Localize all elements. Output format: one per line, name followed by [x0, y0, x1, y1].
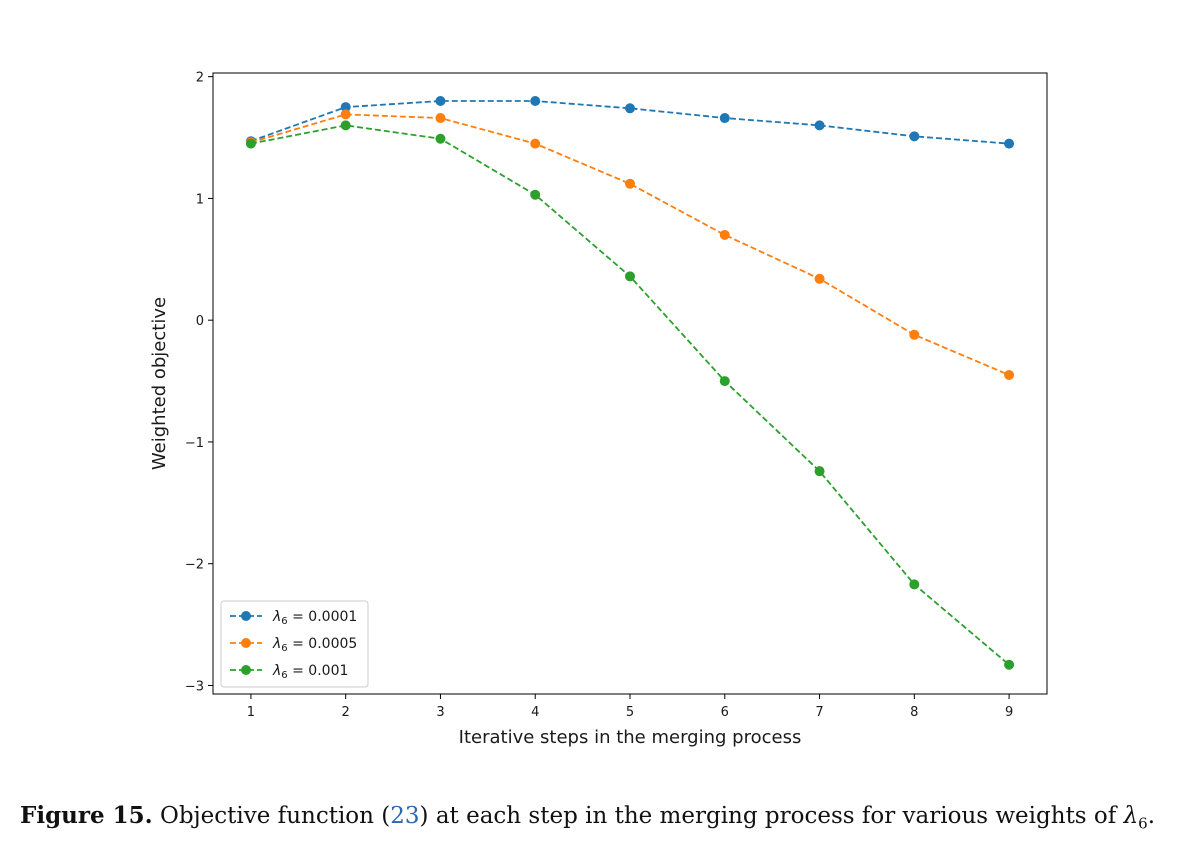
x-tick-label: 6 [721, 705, 729, 720]
data-point [530, 189, 541, 200]
series-line-3 [250, 124, 1010, 666]
figure-label: Figure 15. [20, 802, 153, 829]
data-point [814, 120, 825, 131]
data-point [435, 113, 446, 124]
legend-label: λ6 = 0.001 [272, 663, 348, 681]
legend-label: λ6 = 0.0005 [272, 636, 357, 654]
data-point [625, 103, 635, 114]
caption-text-after: ) at each step in the merging process fo… [419, 803, 1124, 829]
caption-lambda-subscript: 6 [1138, 814, 1148, 833]
x-tick-label: 1 [247, 705, 255, 720]
data-point [245, 138, 256, 149]
y-axis-label: Weighted objective [149, 297, 170, 470]
series-line-2 [250, 113, 1010, 376]
data-point [625, 178, 635, 189]
x-tick-label: 4 [531, 705, 539, 720]
data-point [814, 466, 825, 477]
figure-caption: Figure 15. Objective function (23) at ea… [20, 802, 1180, 833]
data-point [340, 102, 351, 113]
y-tick-label: 1 [196, 192, 204, 207]
data-point [1004, 369, 1015, 380]
data-point [435, 96, 446, 107]
data-point [340, 109, 351, 120]
data-point [530, 96, 541, 107]
y-tick-label: −3 [185, 679, 204, 694]
data-point [530, 138, 541, 149]
legend-box [220, 600, 369, 688]
x-tick-label: 3 [436, 705, 444, 720]
data-point [909, 131, 920, 142]
data-point [1004, 659, 1015, 670]
legend-marker [241, 611, 251, 621]
data-point [719, 113, 730, 124]
x-tick-label: 5 [626, 705, 634, 720]
y-tick-label: 2 [196, 71, 204, 86]
y-tick-label: −1 [185, 436, 204, 451]
legend-marker [241, 665, 251, 675]
legend-label: λ6 = 0.0001 [272, 609, 357, 627]
x-tick-label: 9 [1005, 705, 1013, 720]
data-point [814, 273, 825, 284]
data-point [625, 271, 635, 282]
x-tick-label: 8 [910, 705, 918, 720]
caption-text-before: Objective function ( [152, 803, 391, 829]
data-point [340, 120, 351, 131]
data-point [435, 133, 446, 144]
x-tick-label: 7 [815, 705, 823, 720]
x-tick-label: 2 [342, 705, 350, 720]
y-tick-label: 0 [196, 314, 204, 329]
x-axis-label: Iterative steps in the merging process [459, 727, 802, 748]
data-point [909, 579, 920, 590]
legend-marker [241, 638, 251, 648]
caption-lambda-symbol: λ [1123, 803, 1139, 829]
caption-end: . [1147, 803, 1156, 829]
y-tick-label: −2 [185, 558, 204, 573]
data-point [1004, 138, 1015, 149]
data-point [719, 229, 730, 240]
equation-reference-link[interactable]: 23 [390, 803, 420, 829]
series-line-1 [250, 100, 1010, 145]
data-point [719, 376, 730, 387]
chart: 1 2 3 4 5 6 7 8 9 −3 −2 −1 0 1 2 Iterative steps in the… [149, 71, 1048, 748]
data-point [909, 329, 920, 340]
